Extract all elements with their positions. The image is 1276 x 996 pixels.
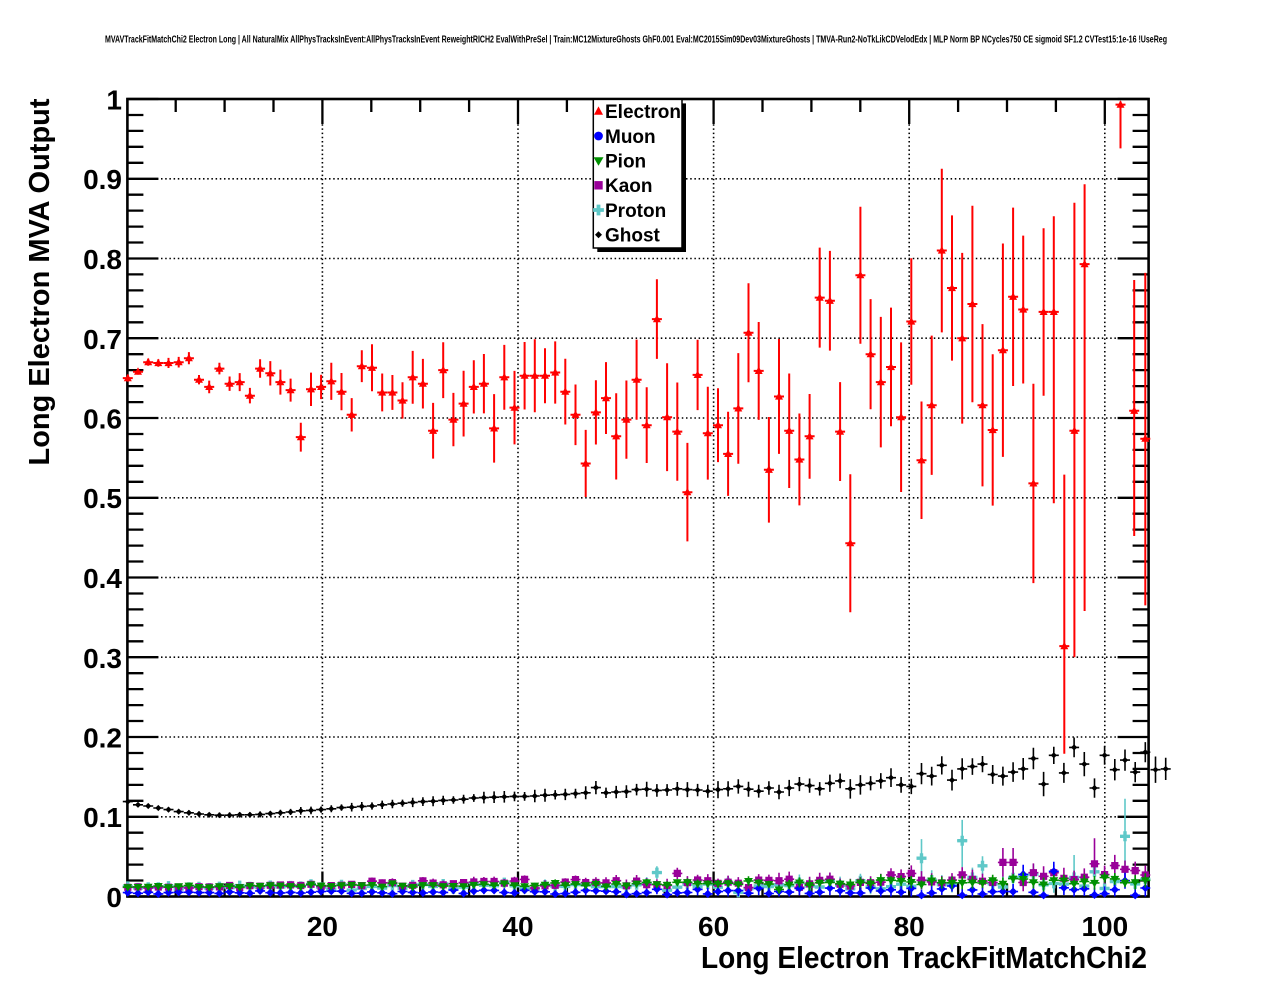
svg-text:0.1: 0.1 [83, 802, 122, 833]
svg-text:80: 80 [894, 911, 925, 942]
svg-text:Proton: Proton [605, 201, 666, 222]
svg-text:MVAVTrackFitMatchChi2 Electron: MVAVTrackFitMatchChi2 Electron Long | Al… [105, 34, 1167, 45]
svg-text:0.2: 0.2 [83, 723, 122, 754]
svg-text:0.4: 0.4 [83, 563, 122, 594]
svg-text:1: 1 [106, 85, 122, 116]
svg-text:0.7: 0.7 [83, 324, 122, 355]
svg-text:100: 100 [1081, 911, 1128, 942]
svg-text:Long Electron MVA Output: Long Electron MVA Output [24, 98, 56, 465]
svg-text:0.6: 0.6 [83, 404, 122, 435]
svg-text:Kaon: Kaon [605, 176, 653, 197]
svg-text:Electron: Electron [605, 102, 681, 123]
svg-text:0.3: 0.3 [83, 643, 122, 674]
svg-text:Ghost: Ghost [605, 226, 661, 247]
svg-text:Muon: Muon [605, 127, 656, 148]
svg-text:40: 40 [502, 911, 533, 942]
svg-text:Pion: Pion [605, 152, 646, 173]
svg-text:20: 20 [307, 911, 338, 942]
svg-text:0.5: 0.5 [83, 483, 122, 514]
svg-text:Long Electron TrackFitMatchChi: Long Electron TrackFitMatchChi2 [701, 940, 1147, 975]
svg-text:0.8: 0.8 [83, 244, 122, 275]
svg-text:0: 0 [106, 882, 122, 913]
svg-text:0.9: 0.9 [83, 164, 122, 195]
svg-text:60: 60 [698, 911, 729, 942]
